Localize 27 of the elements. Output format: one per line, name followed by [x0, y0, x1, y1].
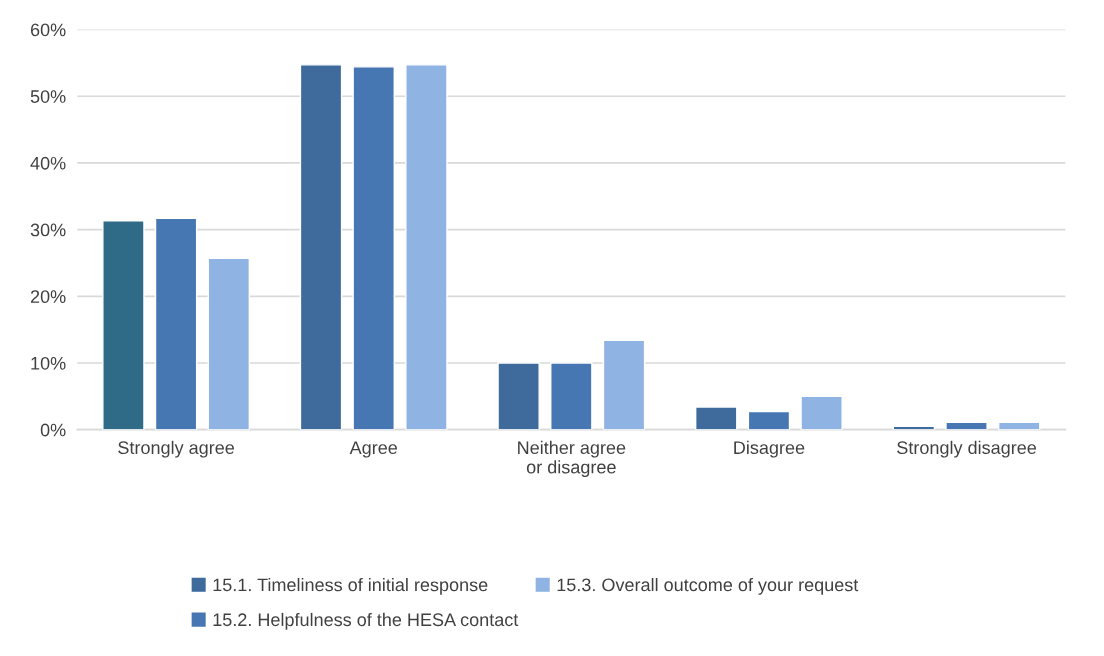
bar [497, 362, 540, 430]
bar [405, 64, 448, 430]
bar [800, 395, 843, 430]
x-tick-label: Disagree [734, 440, 805, 458]
y-tick-label: 10% [31, 356, 66, 370]
y-tick-label: 40% [30, 156, 66, 170]
y-tick-label: 60% [30, 23, 66, 37]
bar [550, 362, 593, 430]
bar [694, 406, 738, 430]
bar [352, 66, 395, 430]
legend-label: 15.3. Overall outcome of your request [557, 577, 859, 595]
y-tick-label: 0% [40, 423, 66, 437]
x-tick-label: Strongly agree [118, 440, 235, 458]
bar [207, 257, 251, 430]
legend-label: 15.2. Helpfulness of the HESA contact [213, 612, 519, 630]
x-tick-label: Agree [349, 441, 397, 458]
x-tick-label: Strongly disagree [897, 440, 1037, 458]
bar [299, 64, 343, 430]
bar [154, 217, 198, 430]
bar [602, 339, 646, 430]
legend-label: 15.1. Timeliness of initial response [213, 577, 488, 595]
x-tick-label: Neither agree or disagree [518, 440, 626, 478]
bar [102, 220, 145, 430]
bar [747, 410, 791, 430]
y-tick-label: 20% [30, 290, 66, 304]
y-tick-label: 50% [30, 90, 66, 103]
y-tick-label: 30% [30, 223, 66, 237]
